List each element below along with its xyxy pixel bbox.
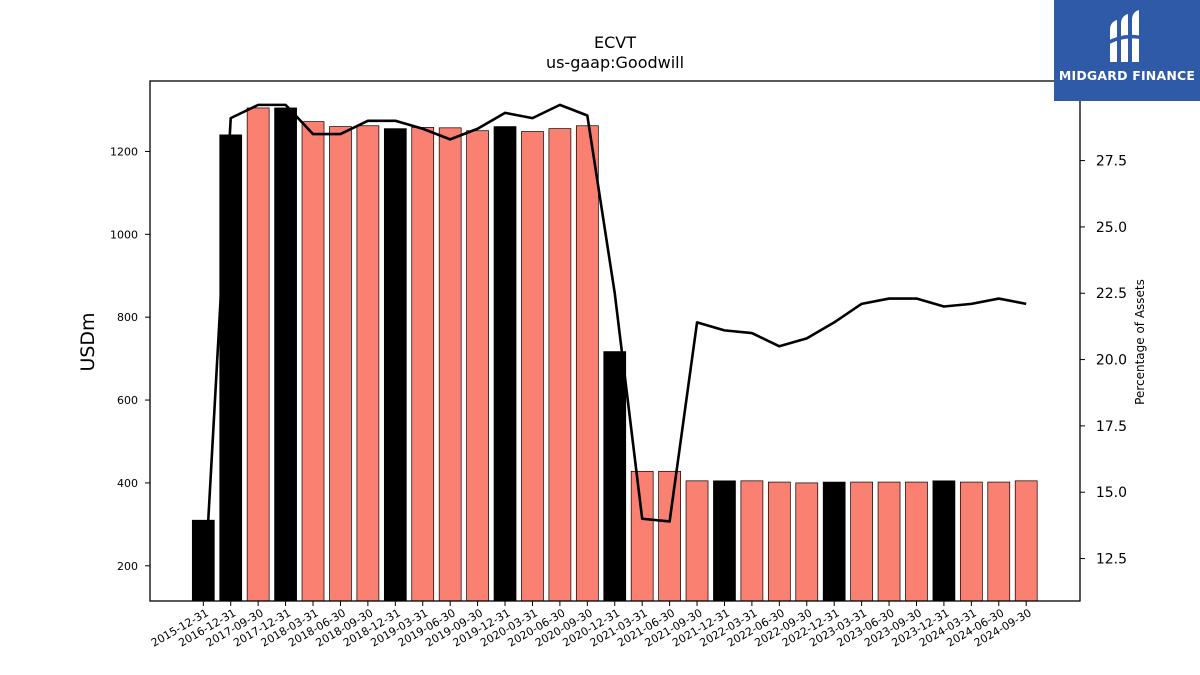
bar-2020-03-31 xyxy=(521,131,544,602)
bar-2018-12-31 xyxy=(383,128,407,602)
bar-2023-03-31 xyxy=(850,481,873,602)
y2-tick-label: 27.5 xyxy=(1096,154,1127,170)
bar-2017-12-31 xyxy=(274,107,297,602)
line-layer xyxy=(202,103,1027,601)
logo-text: MIDGARD FINANCE xyxy=(1058,68,1196,83)
bar-2019-06-30 xyxy=(438,127,462,602)
bar-2018-09-30 xyxy=(356,125,380,602)
bar-2020-12-31 xyxy=(603,351,627,602)
y2-tick-label: 12.5 xyxy=(1096,552,1127,568)
y2-tick-label: 17.5 xyxy=(1096,419,1127,435)
bar-2018-03-31 xyxy=(301,121,325,602)
bar-2021-09-30 xyxy=(685,480,709,602)
bar-2024-03-31 xyxy=(959,481,983,602)
bar-2018-06-30 xyxy=(329,126,352,602)
bar-2021-06-30 xyxy=(658,470,681,602)
y-tick-label: 200 xyxy=(117,560,138,573)
midgard-logo-icon xyxy=(1106,10,1148,62)
bar-2023-12-31 xyxy=(932,480,956,602)
chart-subtitle: us-gaap:Goodwill xyxy=(546,53,684,72)
midgard-finance-logo: MIDGARD FINANCE xyxy=(1054,0,1200,101)
bar-2019-12-31 xyxy=(493,126,517,602)
bar-2024-09-30 xyxy=(1014,480,1038,602)
bar-2019-09-30 xyxy=(466,130,489,602)
y2-axis-label: Percentage of Assets xyxy=(1133,279,1147,405)
bar-2023-09-30 xyxy=(905,481,928,602)
bar-2021-03-31 xyxy=(630,470,654,602)
bar-2024-06-30 xyxy=(987,481,1011,602)
chart-title: ECVT xyxy=(594,33,636,52)
bar-2016-12-31 xyxy=(219,134,243,602)
bar-2017-09-30 xyxy=(246,107,270,602)
bar-2022-12-31 xyxy=(822,481,846,602)
y-tick-label: 800 xyxy=(117,311,138,324)
y2-tick-label: 15.0 xyxy=(1096,485,1127,501)
y-tick-label: 400 xyxy=(117,477,138,490)
y2-tick-label: 25.0 xyxy=(1096,220,1127,236)
bar-2019-03-31 xyxy=(411,127,435,602)
bar-2022-06-30 xyxy=(767,481,791,602)
bar-2020-09-30 xyxy=(575,125,599,602)
bar-2022-03-31 xyxy=(740,480,764,602)
y2-tick-label: 22.5 xyxy=(1096,286,1127,302)
bar-2021-12-31 xyxy=(713,480,736,602)
y-tick-label: 1000 xyxy=(110,228,138,241)
pct-assets-line xyxy=(202,103,1027,601)
bar-2023-06-30 xyxy=(877,481,901,602)
y-axis-label: USDm xyxy=(77,312,99,371)
y-tick-label: 600 xyxy=(117,394,138,407)
bar-2020-06-30 xyxy=(548,128,572,602)
y-tick-label: 1200 xyxy=(110,145,138,158)
bars-layer xyxy=(191,107,1038,602)
y2-tick-label: 20.0 xyxy=(1096,353,1127,369)
bar-2022-09-30 xyxy=(795,482,819,602)
